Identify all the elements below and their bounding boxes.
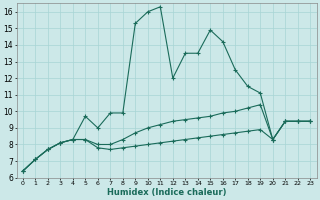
X-axis label: Humidex (Indice chaleur): Humidex (Indice chaleur) xyxy=(107,188,226,197)
